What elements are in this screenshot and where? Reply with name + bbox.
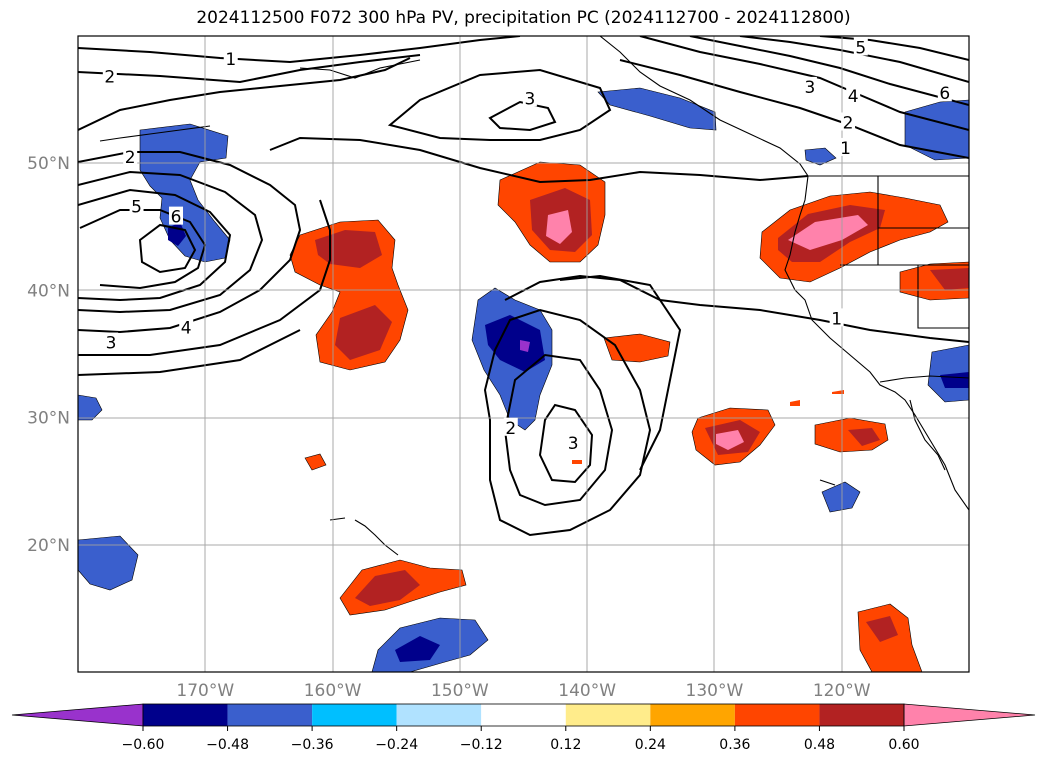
contour-label-bg — [503, 417, 518, 436]
pv-contour-label: 1 — [225, 50, 236, 70]
pv-contour-labels: 1 2 3 5 3 4 2 1 6 2 5 6 4 3 1 2 3 — [102, 37, 952, 454]
contour-label-bg — [123, 146, 138, 165]
contour-label-bg — [169, 206, 184, 225]
colorbar-tick-label: −0.60 — [122, 737, 165, 753]
longitude-label: 130°W — [686, 681, 744, 701]
latitude-label: 20°N — [27, 536, 70, 556]
contour-label-bg — [104, 332, 119, 351]
colorbar-bin — [650, 704, 735, 726]
pv-contour-label: 3 — [568, 434, 579, 454]
colorbar-tick-label: −0.36 — [291, 737, 334, 753]
longitude-labels: 170°W 160°W 150°W 140°W 130°W 120°W — [176, 681, 870, 701]
colorbar-tick-label: −0.12 — [460, 737, 503, 753]
latitude-label: 30°N — [27, 409, 70, 429]
colorbar-tick-label: −0.48 — [206, 737, 249, 753]
pv-contour-label: 2 — [104, 68, 115, 88]
contour-label-bg — [566, 433, 581, 452]
colorbar-tick-label: 0.36 — [719, 737, 750, 753]
colorbar-outline — [142, 703, 905, 727]
latitude-label: 40°N — [27, 281, 70, 301]
colorbar-bin — [819, 704, 904, 726]
map-border — [77, 35, 970, 673]
pv-contour-label: 5 — [855, 38, 866, 58]
colorbar-tick-label: 0.60 — [888, 737, 919, 753]
contour-label-bg — [522, 88, 537, 107]
pv-contours — [78, 36, 969, 537]
longitude-label: 160°W — [304, 681, 362, 701]
pv-contour-label: 3 — [106, 334, 117, 354]
graticule — [78, 36, 969, 672]
colorbar-tick-label: 0.24 — [635, 737, 666, 753]
coastlines — [99, 36, 969, 556]
contour-label-bg — [846, 85, 861, 104]
colorbar-bin — [396, 704, 482, 726]
precip-negative-blob — [804, 147, 837, 166]
longitude-label: 150°W — [431, 681, 489, 701]
contour-label-bg — [829, 308, 844, 327]
contour-label-bg — [102, 66, 117, 85]
pv-contour-label: 4 — [848, 87, 859, 107]
pv-contour-label: 3 — [804, 78, 815, 98]
contour-label-bg — [838, 137, 853, 156]
precip-negative-blob — [78, 535, 139, 591]
pv-contour-label: 2 — [505, 419, 516, 439]
contour-label-bg — [802, 76, 817, 95]
longitude-label: 170°W — [176, 681, 234, 701]
contour-label-bg — [129, 196, 144, 215]
pv-contour-label: 1 — [840, 139, 851, 159]
pv-contour-label: 6 — [171, 208, 182, 228]
colorbar-tick-label: 0.48 — [804, 737, 835, 753]
precip-negative-blob — [597, 87, 717, 131]
colorbar-bin — [227, 704, 313, 726]
latitude-labels: 50°N 40°N 30°N 20°N — [27, 154, 70, 556]
colorbar-bin — [734, 704, 820, 726]
precip-positive-blob — [814, 417, 889, 453]
colorbar-tick-label: −0.24 — [375, 737, 418, 753]
pv-contour-label: 1 — [831, 309, 842, 329]
colorbar: −0.60 −0.48 −0.36 −0.24 −0.12 0.12 0.24 0.36 0.4… — [11, 703, 1036, 753]
longitude-label: 120°W — [813, 681, 871, 701]
pv-contour-label: 2 — [125, 148, 136, 168]
contour-label-bg — [853, 37, 868, 56]
latitude-label: 50°N — [27, 154, 70, 174]
map-title: 2024112500 F072 300 hPa PV, precipitatio… — [196, 8, 851, 28]
contour-label-bg — [841, 112, 856, 131]
precip-negative-blob — [78, 394, 103, 421]
colorbar-under-extension — [11, 703, 144, 727]
pv-contour-label: 2 — [843, 113, 854, 133]
pv-contour-label: 3 — [524, 89, 535, 109]
precip-shading — [78, 87, 969, 672]
colorbar-bin — [481, 704, 566, 726]
colorbar-bin — [565, 704, 651, 726]
contour-label-bg — [937, 83, 952, 102]
colorbar-bin — [143, 704, 228, 726]
longitude-label: 140°W — [558, 681, 616, 701]
precip-negative-blob — [821, 481, 861, 513]
pv-contour-label: 4 — [181, 318, 192, 338]
colorbar-bin — [312, 704, 397, 726]
pv-contour-label: 5 — [131, 197, 142, 217]
colorbar-over-extension — [903, 703, 1036, 727]
contour-label-bg — [179, 317, 194, 336]
colorbar-tick-label: 0.12 — [550, 737, 581, 753]
contour-label-bg — [223, 48, 238, 67]
pv-contour-label: 6 — [939, 84, 950, 104]
